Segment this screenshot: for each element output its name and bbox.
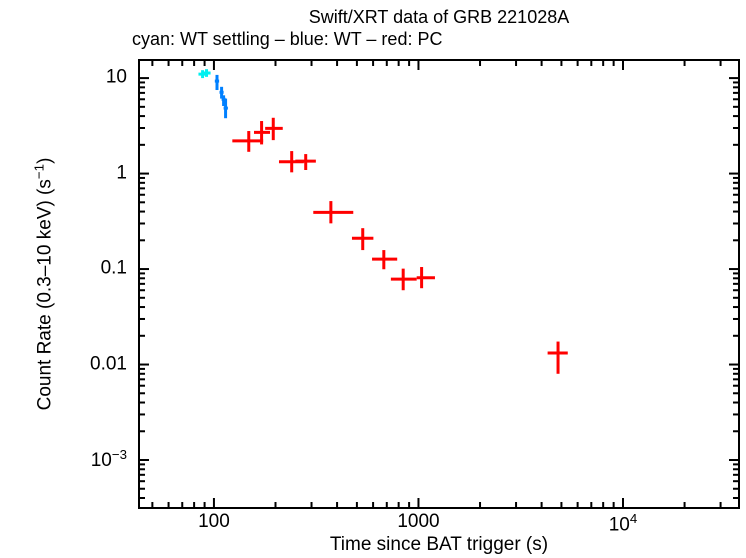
x-tick-label: 100	[198, 511, 230, 532]
x-axis-label: Time since BAT trigger (s)	[329, 534, 549, 555]
x-tick-label: 1000	[397, 511, 440, 532]
chart-title: Swift/XRT data of GRB 221028A	[308, 7, 570, 27]
y-tick-label: 1	[116, 162, 127, 184]
y-tick-label: 0.01	[90, 353, 127, 375]
y-tick-label: 10−3	[90, 446, 127, 472]
y-tick-label: 10	[105, 66, 127, 88]
y-tick-label: 0.1	[100, 257, 127, 279]
plot-frame	[138, 59, 740, 509]
x-tick-label: 104	[608, 511, 638, 536]
chart-subtitle-legend: cyan: WT settling – blue: WT – red: PC	[132, 29, 443, 49]
y-axis-label: Count Rate (0.3–10 keV) (s−1)	[31, 157, 56, 411]
